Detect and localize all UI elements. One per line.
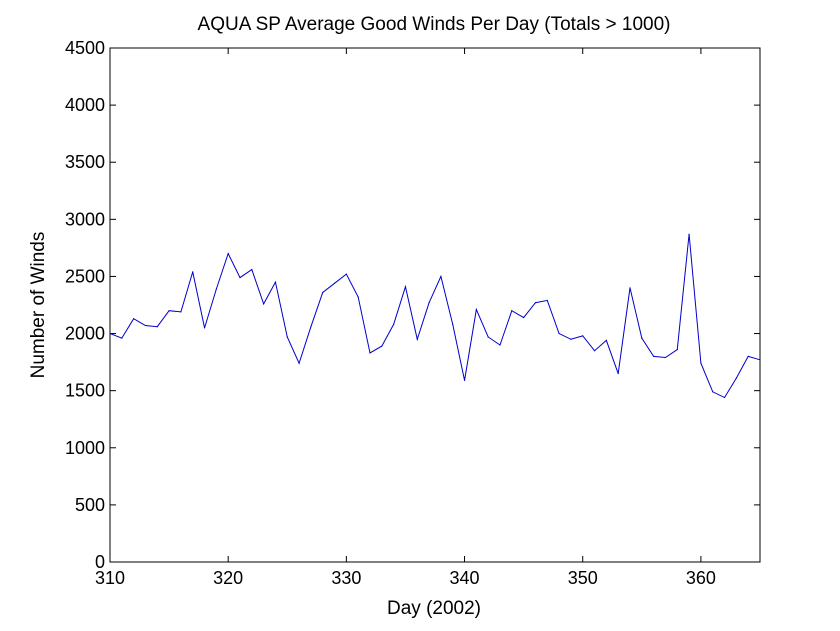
x-axis-label: Day (2002) — [387, 598, 481, 619]
y-tick-label: 2000 — [65, 324, 105, 344]
data-point — [251, 268, 253, 271]
data-point — [156, 326, 158, 328]
data-point — [345, 273, 347, 275]
data-point — [759, 359, 761, 361]
data-point — [440, 275, 442, 278]
y-axis-label: Number of Winds — [28, 232, 49, 379]
data-point — [298, 362, 300, 364]
x-tick-label: 350 — [568, 568, 598, 588]
data-point — [227, 253, 229, 255]
y-axis: 0 500 1000 1500 2000 2500 3000 3500 4000 4500 — [65, 38, 760, 572]
data-point — [357, 296, 359, 298]
y-tick-label: 3500 — [65, 152, 105, 172]
data-point — [144, 324, 147, 327]
data-point — [109, 332, 111, 335]
data-point — [747, 355, 749, 357]
data-point — [735, 377, 737, 379]
data-point — [416, 338, 418, 340]
data-point — [723, 396, 726, 399]
data-point — [593, 350, 596, 352]
x-tick-label: 310 — [95, 568, 125, 588]
data-point — [310, 326, 312, 328]
data-point — [487, 336, 489, 338]
data-point — [688, 233, 690, 235]
data-point — [333, 282, 336, 284]
y-tick-label: 500 — [75, 495, 105, 515]
data-point — [215, 288, 217, 290]
data-point — [393, 323, 395, 326]
data-point — [546, 299, 548, 302]
plot-area — [109, 47, 761, 563]
data-point — [534, 302, 537, 304]
y-tick-label: 4500 — [65, 38, 105, 58]
x-tick-label: 340 — [450, 568, 480, 588]
data-point — [582, 335, 584, 337]
data-point — [558, 332, 560, 335]
x-tick-label: 360 — [686, 568, 716, 588]
data-point — [712, 391, 714, 393]
data-point — [641, 337, 643, 339]
data-point — [121, 337, 123, 339]
data-point — [676, 348, 678, 351]
y-tick-label: 0 — [95, 552, 105, 572]
y-tick-label: 4000 — [65, 95, 105, 115]
data-point — [381, 345, 383, 347]
data-point — [617, 372, 619, 375]
data-point — [369, 352, 371, 354]
data-point — [203, 327, 206, 329]
data-point — [404, 286, 407, 288]
y-tick-label: 1500 — [65, 381, 105, 401]
y-tick-label: 2500 — [65, 266, 105, 286]
series-points — [109, 233, 761, 399]
data-point — [168, 310, 170, 312]
data-point — [192, 271, 194, 273]
data-point — [428, 302, 430, 304]
data-point — [629, 287, 631, 289]
data-point — [700, 362, 702, 364]
x-tick-label: 330 — [331, 568, 361, 588]
x-axis: 310 320 330 340 350 360 — [95, 48, 716, 588]
data-point — [263, 303, 265, 305]
chart-title: AQUA SP Average Good Winds Per Day (Tota… — [198, 14, 671, 35]
data-point — [664, 356, 667, 359]
y-tick-label: 1000 — [65, 438, 105, 458]
data-point — [523, 316, 525, 319]
data-point — [475, 308, 477, 311]
data-point — [605, 339, 607, 342]
data-point — [180, 311, 182, 313]
data-point — [463, 379, 466, 381]
data-point — [133, 318, 135, 320]
series-line — [109, 234, 761, 399]
data-point — [239, 276, 241, 279]
y-tick-label: 3000 — [65, 209, 105, 229]
data-point — [286, 336, 288, 338]
data-point — [653, 355, 655, 357]
data-point — [570, 338, 572, 340]
data-point — [511, 310, 513, 312]
data-point — [322, 291, 324, 294]
x-tick-label: 320 — [213, 568, 243, 588]
data-point — [274, 281, 277, 283]
data-point — [499, 344, 501, 346]
data-point — [452, 323, 454, 326]
